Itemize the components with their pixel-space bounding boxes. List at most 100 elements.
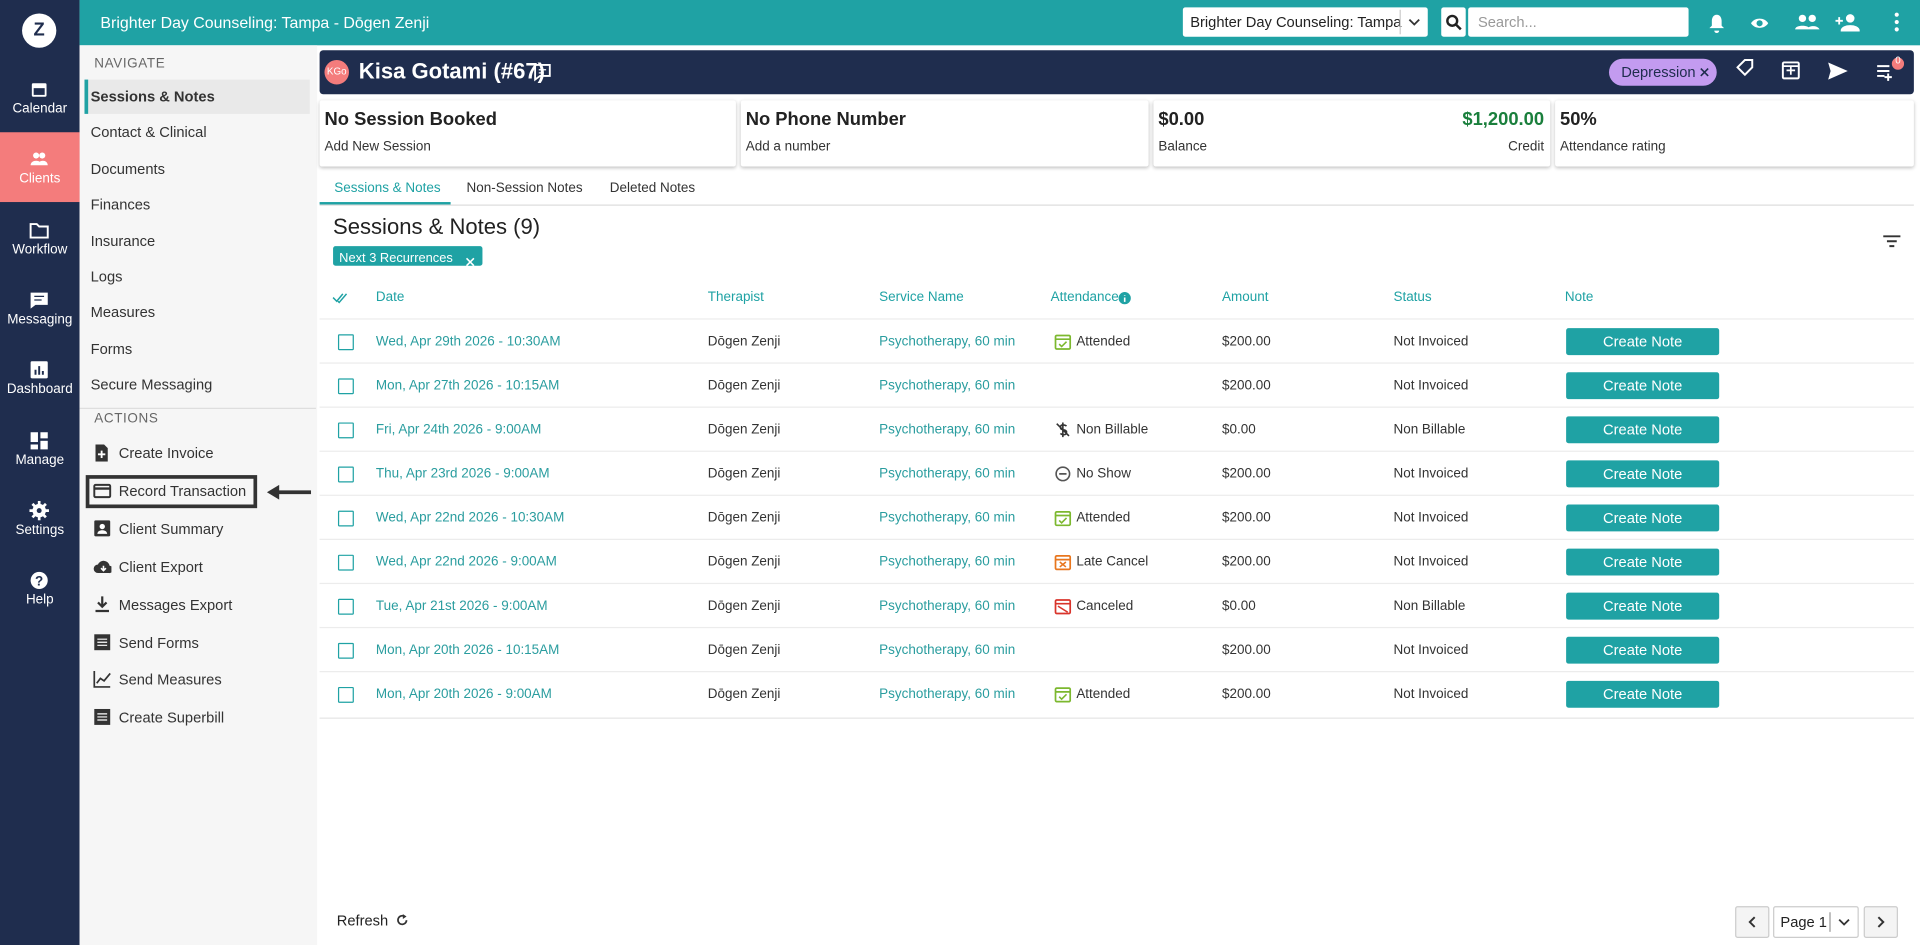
nav-item[interactable]: Finances <box>90 196 151 214</box>
action-item[interactable]: Create Invoice <box>118 444 214 462</box>
rail-item[interactable]: Dashboard <box>0 355 80 404</box>
action-item[interactable]: Client Summary <box>118 520 224 538</box>
tab[interactable]: Sessions & Notes <box>334 181 441 196</box>
rail-item[interactable]: Workflow <box>0 215 80 264</box>
location-select[interactable]: Brighter Day Counseling: Tampa <box>1182 7 1428 37</box>
session-date[interactable]: Wed, Apr 29th 2026 - 10:30AM <box>375 334 561 349</box>
row-checkbox[interactable] <box>337 687 354 704</box>
session-date[interactable]: Mon, Apr 27th 2026 - 10:15AM <box>375 378 560 394</box>
summary-card[interactable]: No Phone Number Add a number <box>740 100 1149 167</box>
session-date[interactable]: Fri, Apr 24th 2026 - 9:00AM <box>375 422 542 438</box>
column-header[interactable]: Status <box>1393 290 1432 305</box>
filter-chip[interactable]: Next 3 Recurrences <box>333 246 483 267</box>
attendance[interactable]: Attended <box>1076 510 1131 526</box>
row-checkbox[interactable] <box>337 555 354 571</box>
add-list-icon[interactable] <box>1877 65 1892 81</box>
nav-item[interactable]: Measures <box>90 304 156 322</box>
action-item[interactable]: Messages Export <box>118 595 233 613</box>
search-input[interactable]: Search... <box>1468 7 1689 37</box>
service-name[interactable]: Psychotherapy, 60 min <box>879 466 1016 482</box>
remove-icon[interactable] <box>465 251 475 273</box>
nav-item[interactable]: Contact & Clinical <box>90 124 207 142</box>
row-checkbox[interactable] <box>337 422 354 439</box>
service-name[interactable]: Psychotherapy, 60 min <box>879 510 1016 526</box>
message-icon[interactable] <box>533 62 553 82</box>
session-date[interactable]: Wed, Apr 22nd 2026 - 9:00AM <box>375 555 557 570</box>
action-item[interactable]: Send Forms <box>118 633 199 651</box>
action-item[interactable]: Record Transaction <box>118 482 247 500</box>
filter-icon[interactable] <box>1882 233 1902 250</box>
attendance[interactable]: Late Cancel <box>1076 555 1149 570</box>
create-note-button[interactable]: Create Note <box>1566 460 1720 488</box>
remove-icon[interactable] <box>1700 67 1710 77</box>
add-client-icon[interactable] <box>1845 14 1855 23</box>
prev-page[interactable] <box>1735 906 1770 938</box>
attendance[interactable]: Attended <box>1076 334 1131 349</box>
row-checkbox[interactable] <box>337 510 354 527</box>
column-header[interactable]: Note <box>1564 290 1594 305</box>
rail-item[interactable]: Clients <box>0 145 80 194</box>
create-note-button[interactable]: Create Note <box>1566 328 1720 356</box>
column-header[interactable]: Service Name <box>879 290 964 305</box>
select-all-icon[interactable] <box>332 290 349 305</box>
info-icon[interactable] <box>1118 291 1131 305</box>
service-name[interactable]: Psychotherapy, 60 min <box>879 422 1016 438</box>
clients-icon[interactable] <box>1798 14 1807 23</box>
create-note-button[interactable]: Create Note <box>1566 548 1720 576</box>
service-name[interactable]: Psychotherapy, 60 min <box>879 599 1016 614</box>
rail-item[interactable]: Settings <box>0 496 80 545</box>
tab[interactable]: Deleted Notes <box>609 181 696 196</box>
column-header[interactable]: Date <box>375 290 405 305</box>
summary-card[interactable]: 50% Attendance rating <box>1555 100 1914 167</box>
column-header[interactable]: Therapist <box>707 290 764 305</box>
menu-icon[interactable] <box>1894 12 1899 17</box>
action-item[interactable]: Create Superbill <box>118 709 225 727</box>
row-checkbox[interactable] <box>337 378 354 395</box>
column-header[interactable]: Amount <box>1222 290 1269 305</box>
service-name[interactable]: Psychotherapy, 60 min <box>879 378 1016 394</box>
nav-item[interactable]: Secure Messaging <box>90 376 213 394</box>
service-name[interactable]: Psychotherapy, 60 min <box>879 687 1016 703</box>
summary-card[interactable]: No Session Booked Add New Session <box>319 100 736 167</box>
service-name[interactable]: Psychotherapy, 60 min <box>879 334 1016 349</box>
action-item[interactable]: Client Export <box>118 557 203 576</box>
rail-item[interactable]: Messaging <box>0 285 80 334</box>
attendance[interactable]: Canceled <box>1076 599 1134 614</box>
row-checkbox[interactable] <box>337 466 354 483</box>
logo[interactable]: Z <box>22 13 57 48</box>
session-date[interactable]: Wed, Apr 22nd 2026 - 10:30AM <box>375 510 565 526</box>
summary-card[interactable]: $0.00 Balance $1,200.00 Credit <box>1153 100 1551 167</box>
session-date[interactable]: Mon, Apr 20th 2026 - 10:15AM <box>375 643 560 658</box>
attendance[interactable]: Attended <box>1076 687 1131 703</box>
session-date[interactable]: Tue, Apr 21st 2026 - 9:00AM <box>375 599 548 614</box>
search-button[interactable] <box>1441 7 1466 37</box>
nav-item[interactable]: Logs <box>90 268 123 286</box>
attendance[interactable]: Non Billable <box>1076 422 1149 438</box>
row-checkbox[interactable] <box>337 643 354 660</box>
bell-icon[interactable] <box>1709 14 1725 34</box>
session-date[interactable]: Thu, Apr 23rd 2026 - 9:00AM <box>375 466 550 482</box>
tab[interactable]: Non-Session Notes <box>466 181 583 196</box>
attendance[interactable]: No Show <box>1076 466 1131 482</box>
nav-item[interactable]: Sessions & Notes <box>90 88 215 106</box>
page-select[interactable]: Page 1 <box>1773 906 1859 938</box>
nav-item[interactable]: Documents <box>90 160 165 178</box>
diagnosis-tag[interactable]: Depression <box>1608 58 1717 86</box>
nav-item[interactable]: Forms <box>90 340 133 358</box>
refresh-button[interactable]: Refresh <box>337 912 410 929</box>
tag-icon[interactable] <box>1736 59 1754 77</box>
session-date[interactable]: Mon, Apr 20th 2026 - 9:00AM <box>375 687 552 703</box>
row-checkbox[interactable] <box>337 599 354 616</box>
calendar-add-icon[interactable] <box>1781 61 1800 80</box>
create-note-button[interactable]: Create Note <box>1566 416 1720 444</box>
rail-item[interactable]: ? Help <box>0 566 80 615</box>
send-icon[interactable] <box>1828 62 1848 80</box>
create-note-button[interactable]: Create Note <box>1566 593 1720 620</box>
create-note-button[interactable]: Create Note <box>1566 504 1720 532</box>
next-page[interactable] <box>1863 906 1898 938</box>
rail-item[interactable]: Calendar <box>0 75 80 124</box>
service-name[interactable]: Psychotherapy, 60 min <box>879 643 1016 658</box>
nav-item[interactable]: Insurance <box>90 232 156 250</box>
column-header[interactable]: Attendance <box>1050 290 1119 305</box>
service-name[interactable]: Psychotherapy, 60 min <box>879 555 1016 570</box>
